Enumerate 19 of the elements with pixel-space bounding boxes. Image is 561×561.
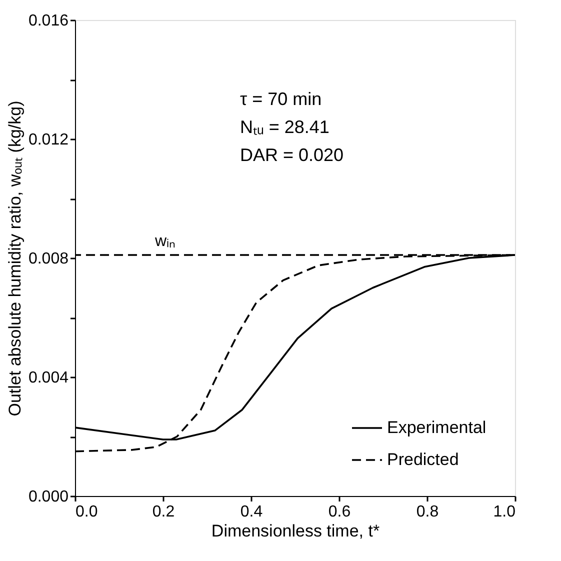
- x-tick-label: 0.4: [240, 504, 263, 520]
- x-tick-label: 0.8: [416, 504, 439, 520]
- x-tick-label: 0.0: [76, 504, 98, 520]
- y-tick-label: 0.008: [28, 250, 69, 268]
- x-tick-label: 1.0: [493, 504, 516, 520]
- x-axis-title: Dimensionless time, t*: [211, 522, 380, 540]
- legend-label: Predicted: [387, 450, 459, 469]
- ref-line-label: wᵢₙ: [154, 233, 176, 250]
- y-tick-label: 0.016: [28, 12, 69, 30]
- y-axis-title: Outlet absolute humidity ratio, wₒᵤₜ (kg/kg): [5, 100, 24, 416]
- legend-label: Experimental: [387, 418, 486, 437]
- y-tick-label: 0.000: [28, 488, 69, 506]
- annotation: τ = 70 min: [240, 89, 322, 109]
- x-tick-label: 0.6: [328, 504, 351, 520]
- x-tick-label: 0.2: [152, 504, 175, 520]
- y-tick-label: 0.004: [28, 370, 69, 386]
- y-tick-label: 0.012: [28, 132, 69, 148]
- annotation: DAR = 0.020: [240, 145, 344, 165]
- annotation: Nₜᵤ = 28.41: [240, 117, 330, 137]
